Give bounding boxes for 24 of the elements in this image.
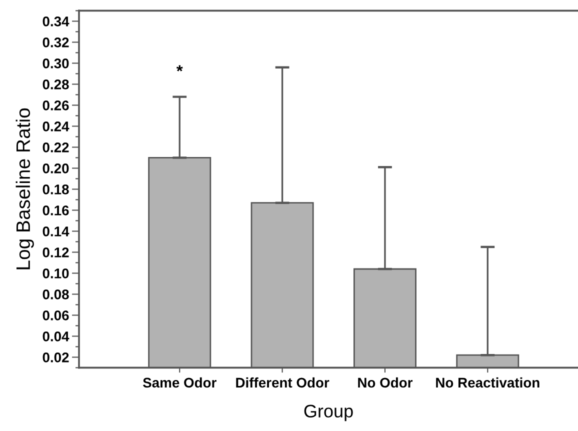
- y-axis-title: Log Baseline Ratio: [16, 108, 34, 270]
- y-tick-label: 0.10: [42, 268, 69, 278]
- y-tick-label: 0.34: [42, 16, 70, 26]
- y-tick-label: 0.06: [42, 310, 69, 320]
- y-tick-label: 0.16: [42, 206, 69, 216]
- y-tick-label: 0.32: [42, 38, 69, 48]
- x-tick-label: No Odor: [358, 377, 413, 388]
- annotation: *: [176, 65, 183, 72]
- y-tick-label: 0.22: [42, 142, 69, 152]
- y-tick-label: 0.14: [42, 226, 70, 236]
- y-tick-label: 0.20: [42, 164, 69, 174]
- y-tick-label: 0.04: [42, 332, 70, 342]
- y-tick-label: 0.26: [42, 100, 69, 110]
- y-tick-label: 0.24: [42, 122, 70, 132]
- y-tick-label: 0.28: [42, 80, 69, 90]
- x-axis-title: Group: [304, 404, 353, 422]
- y-tick-label: 0.18: [42, 184, 69, 194]
- x-tick-label: Different Odor: [236, 377, 330, 388]
- y-tick-label: 0.02: [42, 352, 69, 362]
- x-tick-label: Same Odor: [142, 377, 216, 388]
- y-tick-label: 0.30: [42, 58, 69, 68]
- x-tick-label: No Reactivation: [436, 377, 540, 388]
- y-tick-label: 0.12: [42, 248, 69, 258]
- y-tick-label: 0.08: [42, 290, 69, 300]
